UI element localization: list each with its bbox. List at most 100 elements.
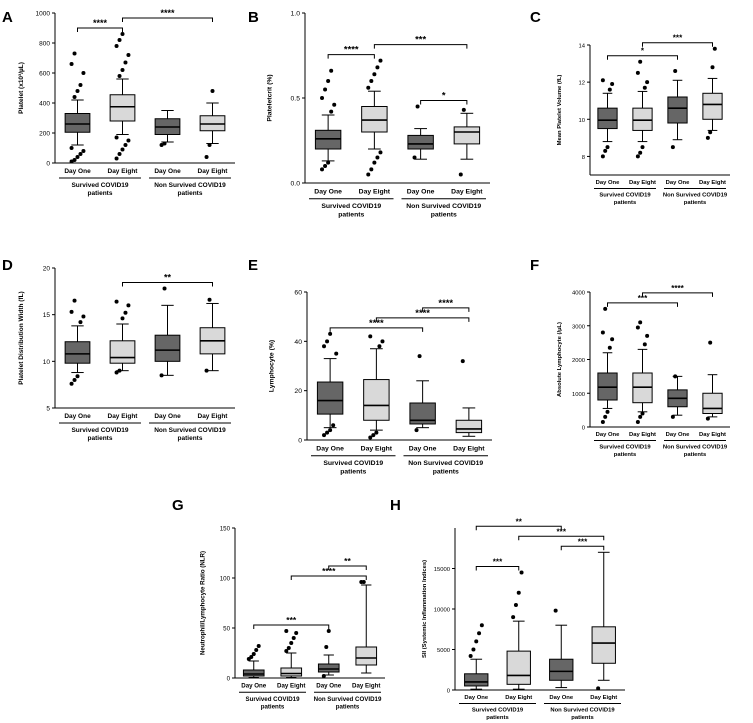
outlier-point — [320, 96, 325, 100]
group-label: Survived COVID19 patients — [71, 182, 128, 197]
y-tick-label: 50 — [223, 626, 230, 633]
x-tick-label: Day Eight — [451, 189, 483, 196]
box-3 — [154, 110, 181, 147]
y-tick-label: 800 — [39, 41, 50, 48]
outlier-point — [369, 167, 374, 172]
box-3 — [317, 629, 340, 678]
box-4 — [455, 359, 483, 437]
x-tick-label: Day Eight — [699, 180, 726, 186]
panel-letter: E — [248, 257, 258, 274]
box-iqr — [702, 92, 723, 120]
outlier-point — [120, 32, 125, 36]
outlier-point — [368, 334, 373, 339]
x-tick-label: Day Eight — [629, 432, 656, 438]
significance-label: *** — [493, 558, 503, 567]
outlier-point — [81, 71, 86, 75]
y-tick-label: 10 — [578, 118, 585, 124]
outlier-point — [331, 423, 336, 428]
group-label: Survived COVID19 patients — [599, 193, 651, 206]
significance-label: **** — [438, 298, 453, 309]
significance-label: *** — [415, 35, 426, 46]
significance-label: **** — [415, 308, 430, 319]
x-tick-label: Day Eight — [198, 413, 229, 420]
outlier-point — [670, 145, 675, 150]
box-iqr — [280, 667, 303, 677]
outlier-point — [114, 156, 119, 161]
x-tick-label: Day Eight — [361, 446, 393, 453]
outlier-point — [371, 433, 376, 438]
outlier-point — [294, 631, 299, 635]
y-tick-label: 5000 — [437, 648, 451, 654]
outlier-point — [326, 629, 331, 633]
group-label: Non Survived COVID19 patients — [406, 203, 481, 218]
outlier-point — [468, 653, 473, 658]
significance-bracket — [327, 54, 375, 59]
outlier-point — [638, 320, 643, 325]
group-label: Survived COVID19 patients — [71, 427, 128, 442]
significance-bracket — [253, 624, 330, 629]
panel-b: B 0.0 0.5 1.0 Plateletcrit (%) Day One Day Eig… — [248, 9, 490, 219]
y-tick-label: 0 — [46, 161, 50, 168]
box-4 — [591, 551, 616, 691]
outlier-point — [284, 629, 289, 633]
box-1 — [64, 298, 91, 386]
significance-label: *** — [638, 294, 648, 303]
outlier-point — [378, 150, 383, 155]
y-tick-label: 0 — [582, 426, 586, 432]
x-tick-label: Day One — [464, 695, 488, 701]
outlier-point — [635, 419, 640, 424]
significance-bracket — [77, 27, 123, 32]
outlier-point — [600, 154, 605, 159]
significance-bracket — [420, 100, 468, 105]
outlier-point — [461, 107, 466, 112]
outlier-point — [325, 339, 330, 344]
outlier-point — [366, 172, 371, 177]
outlier-point — [81, 149, 86, 153]
outlier-point — [519, 570, 524, 575]
y-axis-label: SII (Systemic Inflammation Indices) — [422, 560, 428, 658]
box-4 — [702, 46, 723, 140]
significance-bracket — [290, 575, 367, 580]
y-tick-label: 40 — [294, 339, 302, 346]
outlier-point — [114, 135, 119, 140]
y-tick-label: 1.0 — [291, 11, 301, 18]
significance-label: **** — [93, 18, 108, 28]
box-iqr — [549, 658, 574, 681]
significance-bracket — [607, 55, 678, 60]
y-tick-label: 10 — [43, 359, 51, 366]
box-iqr — [407, 134, 434, 150]
box-1 — [597, 78, 618, 159]
outlier-point — [159, 143, 164, 147]
box-3 — [667, 69, 688, 150]
outlier-point — [81, 314, 86, 319]
outlier-point — [635, 325, 640, 330]
outlier-point — [638, 59, 643, 64]
outlier-point — [328, 428, 333, 433]
outlier-point — [458, 172, 463, 177]
outlier-point — [114, 44, 119, 48]
outlier-point — [705, 416, 710, 421]
outlier-point — [249, 655, 254, 659]
y-tick-label: 400 — [39, 101, 50, 108]
outlier-point — [72, 51, 77, 56]
outlier-point — [204, 368, 209, 373]
outlier-point — [78, 83, 83, 87]
outlier-point — [415, 104, 420, 109]
x-tick-label: Day Eight — [699, 432, 726, 438]
x-tick-label: Day One — [666, 180, 690, 186]
significance-bracket — [375, 317, 470, 322]
outlier-point — [610, 82, 615, 86]
outlier-point — [117, 38, 122, 42]
box-3 — [154, 286, 181, 378]
outlier-point — [670, 414, 675, 419]
box-iqr — [464, 673, 489, 687]
significance-label: ** — [344, 556, 351, 566]
outlier-point — [72, 378, 77, 382]
outlier-point — [366, 85, 371, 90]
outlier-point — [513, 602, 518, 607]
box-2 — [632, 320, 653, 424]
outlier-point — [372, 160, 377, 165]
box-iqr — [242, 669, 265, 677]
outlier-point — [324, 645, 329, 649]
outlier-point — [162, 286, 167, 291]
